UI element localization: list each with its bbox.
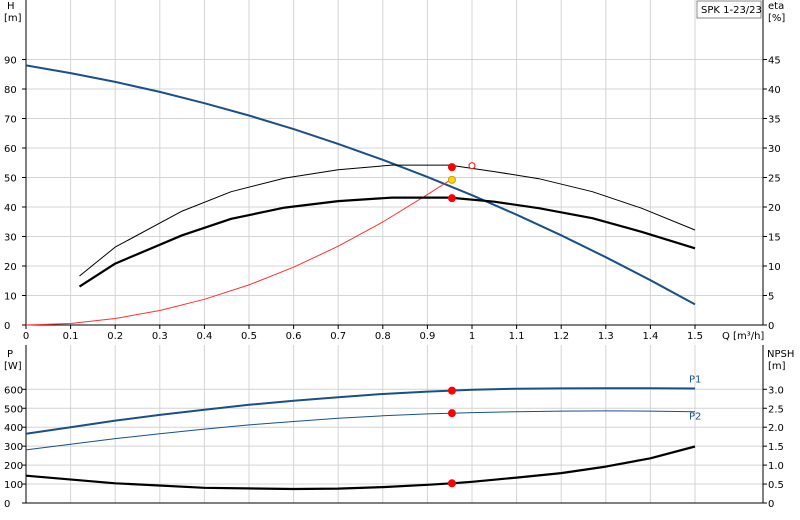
x-tick-label: 1.1	[509, 331, 525, 342]
y2-tick-label: 0	[768, 321, 774, 332]
x-tick-label: 1.2	[553, 331, 569, 342]
y2-tick-label: 20	[768, 203, 781, 214]
y-axis-unit: [m]	[4, 13, 22, 24]
y2-tick-label: 3.0	[768, 385, 784, 396]
y2-tick-label: 1.5	[768, 442, 784, 453]
x-tick-label: 0.1	[63, 331, 79, 342]
y2-tick-label: 1.0	[768, 461, 784, 472]
y-tick-label: 500	[4, 404, 23, 415]
y2-axis-unit: [%]	[768, 13, 785, 24]
x-tick-label: 0.3	[152, 331, 168, 342]
series-P1-label: P1	[689, 375, 701, 386]
y-tick-label: 20	[4, 262, 17, 273]
y-tick-label: 30	[4, 233, 17, 244]
x-tick-label: 1.3	[598, 331, 614, 342]
x-tick-label: 1	[469, 331, 475, 342]
x-axis-title: Q [m³/h]	[722, 331, 764, 342]
product-id-label: SPK 1-23/23	[701, 5, 762, 16]
y2-tick-label: 2.5	[768, 404, 784, 415]
y2-tick-label: 45	[768, 56, 781, 67]
y-tick-label: 300	[4, 442, 23, 453]
series-P1-line	[25, 387, 696, 435]
y2-tick-label: 0.5	[768, 480, 784, 491]
y2-tick-label: 5	[768, 292, 774, 303]
duty-point-marker	[447, 163, 456, 172]
y-tick-label: 80	[4, 85, 17, 96]
y2-tick-label: 15	[768, 233, 781, 244]
y-tick-label: 400	[4, 423, 23, 434]
product-id-box	[696, 0, 762, 19]
y2-tick-label: 35	[768, 115, 781, 126]
duty-point-marker	[447, 386, 456, 395]
x-tick-label: 1.5	[687, 331, 703, 342]
series-efficiency_upper-line	[79, 164, 696, 277]
y2-tick-label: 25	[768, 174, 781, 185]
x-tick-label: 0.2	[107, 331, 123, 342]
series-system_curve-line	[25, 178, 453, 326]
y-tick-label: 40	[4, 203, 17, 214]
y-tick-label: 0	[4, 499, 10, 510]
y2-tick-label: 2.0	[768, 423, 784, 434]
y2-axis-unit: [m]	[768, 361, 786, 372]
series-head-line	[25, 64, 696, 306]
x-tick-label: 0.8	[375, 331, 391, 342]
x-tick-label: 0	[23, 331, 29, 342]
y-tick-label: 60	[4, 144, 17, 155]
y2-tick-label: 0	[768, 499, 774, 510]
duty-point-marker	[447, 194, 456, 203]
y2-tick-label: 30	[768, 144, 781, 155]
y-axis-title: P	[7, 349, 13, 360]
x-tick-label: 0.9	[419, 331, 435, 342]
y-tick-label: 50	[4, 174, 17, 185]
y2-tick-label: 40	[768, 85, 781, 96]
duty-point-intersection-marker	[447, 175, 456, 184]
y-tick-label: 0	[4, 321, 10, 332]
series-efficiency_lower-line	[78, 196, 696, 288]
y2-tick-label: 10	[768, 262, 781, 273]
x-tick-label: 0.5	[241, 331, 257, 342]
y2-axis-title: NPSH	[767, 349, 794, 360]
x-tick-label: 0.6	[286, 331, 302, 342]
y-tick-label: 90	[4, 56, 17, 67]
x-tick-label: 0.7	[330, 331, 346, 342]
duty-point-marker	[447, 409, 456, 418]
y-tick-label: 200	[4, 461, 23, 472]
series-P2-label: P2	[689, 412, 701, 423]
y-tick-label: 10	[4, 292, 17, 303]
y-axis-unit: [W]	[4, 361, 22, 372]
duty-point-marker	[447, 479, 456, 488]
y-tick-label: 70	[4, 115, 17, 126]
x-tick-label: 0.4	[196, 331, 212, 342]
series-NPSH-line	[25, 445, 696, 491]
y-axis-title: H	[7, 1, 15, 12]
duty-point-marker	[468, 162, 476, 170]
x-tick-label: 1.4	[642, 331, 658, 342]
y-tick-label: 600	[4, 385, 23, 396]
y2-axis-title: eta	[768, 1, 784, 12]
y-tick-label: 100	[4, 480, 23, 491]
series-P2-line	[25, 410, 696, 451]
